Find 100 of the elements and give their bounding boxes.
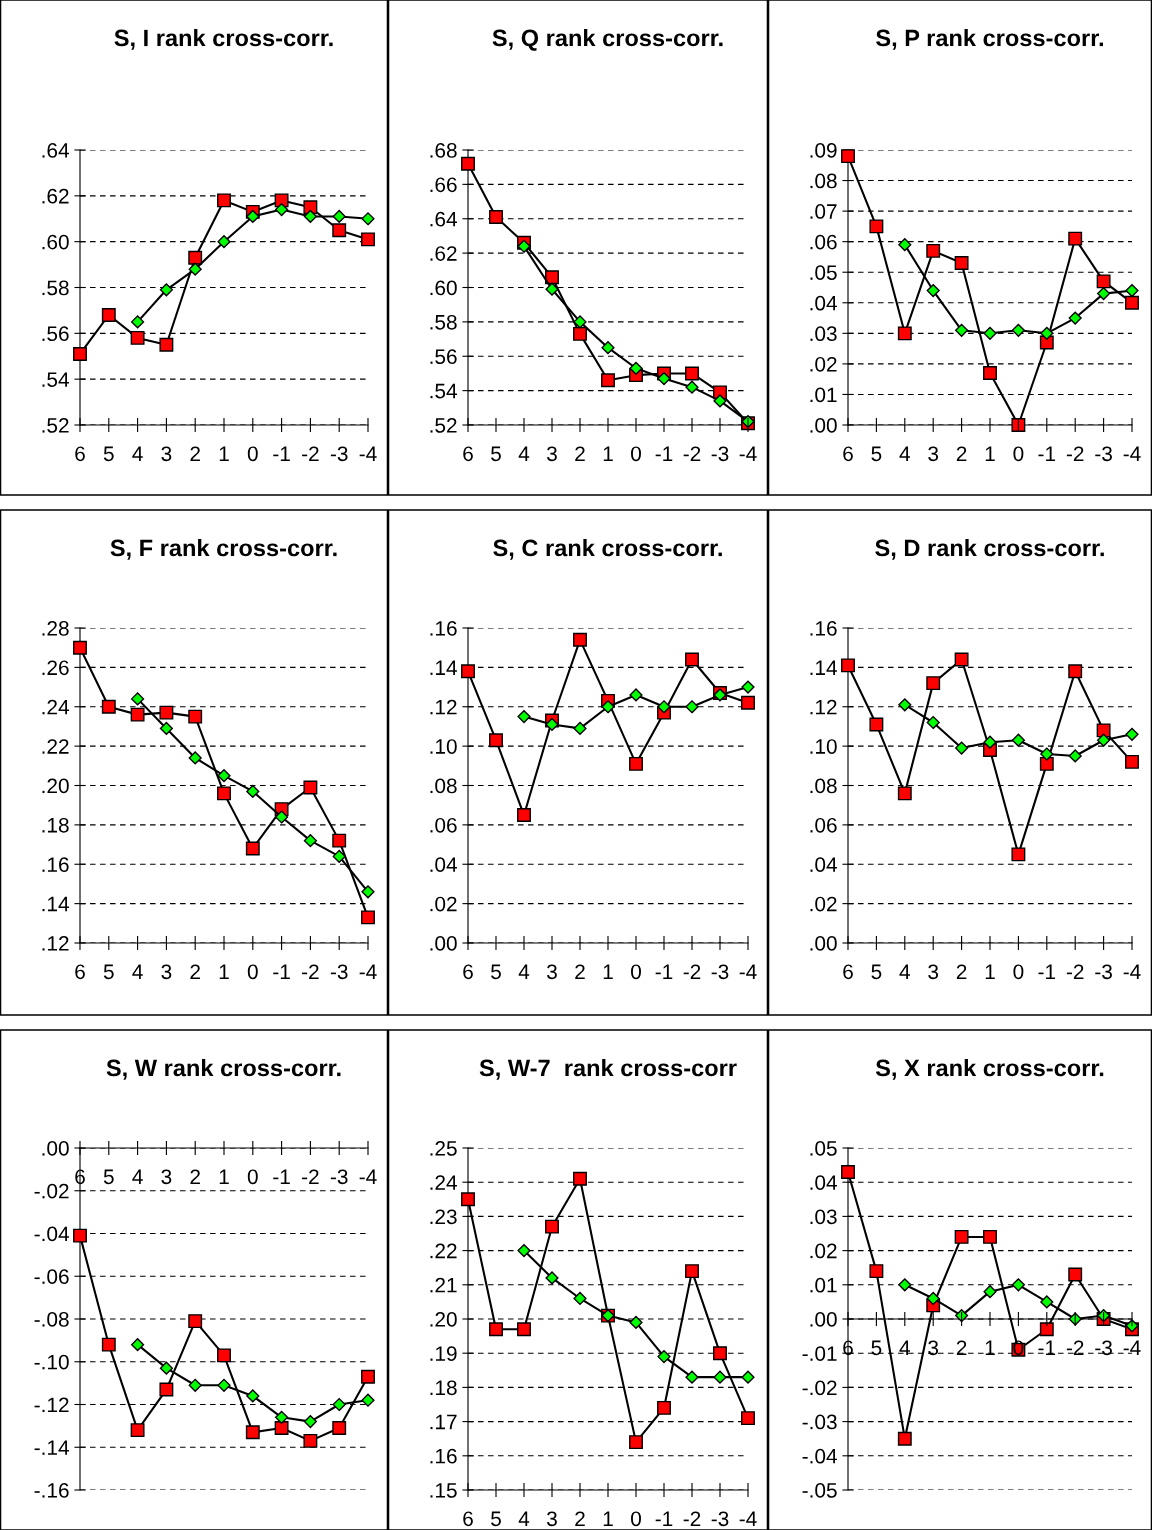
y-tick-label: .06 <box>810 234 837 250</box>
y-tick-label: -.03 <box>802 1414 837 1430</box>
x-tick-label: 1 <box>219 1169 229 1184</box>
x-tick-label: -1 <box>655 964 673 979</box>
x-tick-label: 0 <box>631 446 641 462</box>
x-tick-label: -3 <box>330 1169 348 1185</box>
y-tick-label: -.04 <box>802 1448 837 1464</box>
y-tick-label: .00 <box>430 936 457 951</box>
chart-title: S, W-7 rank cross-corr <box>479 1058 737 1080</box>
y-tick-label: .28 <box>42 621 69 636</box>
x-tick-label: 5 <box>103 446 114 462</box>
x-tick-label: -3 <box>330 446 348 462</box>
y-tick-label: -.04 <box>34 1226 69 1242</box>
x-tick-label: 4 <box>899 964 910 979</box>
y-tick-label: -.06 <box>34 1269 69 1284</box>
x-tick-label: 2 <box>956 446 967 461</box>
x-tick-label: -4 <box>739 1511 757 1526</box>
x-tick-label: -4 <box>739 446 757 461</box>
x-tick-label: 4 <box>899 446 910 461</box>
x-tick-label: -3 <box>1095 1340 1112 1356</box>
x-tick-label: -2 <box>1066 1340 1084 1355</box>
x-tick-label: 5 <box>491 1511 501 1527</box>
y-tick-label: .24 <box>42 699 69 715</box>
y-tick-label: .00 <box>810 936 837 951</box>
x-tick-label: -1 <box>273 1169 290 1184</box>
x-tick-label: 3 <box>547 446 557 462</box>
x-tick-label: 1 <box>603 964 613 979</box>
y-tick-label: .09 <box>810 143 837 158</box>
y-tick-label: .05 <box>810 265 837 280</box>
y-tick-label: .08 <box>810 173 837 189</box>
y-tick-label: -.02 <box>802 1380 837 1396</box>
x-tick-label: 2 <box>575 446 585 461</box>
y-tick-label: .23 <box>430 1209 457 1225</box>
x-tick-label: -1 <box>273 446 290 461</box>
x-tick-label: 1 <box>219 964 229 979</box>
y-tick-label: .14 <box>42 896 69 912</box>
y-tick-label: .16 <box>42 857 69 872</box>
y-tick-label: .24 <box>430 1175 457 1190</box>
x-tick-label: 0 <box>247 1169 258 1185</box>
x-tick-label: 0 <box>631 1511 641 1527</box>
y-tick-label: -.14 <box>34 1440 69 1455</box>
y-tick-label: .14 <box>810 660 837 675</box>
x-tick-label: 2 <box>190 1169 200 1184</box>
y-tick-label: .05 <box>810 1141 837 1156</box>
y-tick-label: .20 <box>430 1312 457 1327</box>
x-tick-label: -3 <box>711 964 729 980</box>
x-tick-label: 4 <box>132 1169 143 1184</box>
chart-title: S, D rank cross-corr. <box>875 538 1104 560</box>
y-tick-label: -.05 <box>802 1483 837 1498</box>
y-tick-label: .17 <box>430 1414 457 1430</box>
x-tick-label: -2 <box>1066 964 1084 979</box>
y-tick-label: -.10 <box>34 1354 69 1370</box>
y-tick-label: .15 <box>430 1483 457 1498</box>
chart-title: S, X rank cross-corr. <box>875 1058 1104 1080</box>
x-tick-label: -4 <box>739 964 757 979</box>
y-tick-label: -.02 <box>34 1183 69 1199</box>
y-tick-label: -.16 <box>34 1483 69 1498</box>
x-tick-label: 2 <box>956 964 967 979</box>
x-tick-label: -3 <box>711 446 729 462</box>
y-tick-label: .02 <box>810 896 837 912</box>
chart-title: S, W rank cross-corr. <box>106 1058 341 1080</box>
x-tick-label: 2 <box>190 964 200 979</box>
x-tick-label: 2 <box>575 1511 585 1526</box>
y-tick-label: .08 <box>810 778 837 794</box>
x-tick-label: 4 <box>132 964 143 979</box>
x-tick-label: 2 <box>956 1340 967 1355</box>
y-tick-label: .12 <box>430 699 457 715</box>
y-tick-label: .56 <box>42 326 69 342</box>
x-tick-label: -2 <box>302 446 319 461</box>
y-tick-label: .22 <box>42 739 69 754</box>
x-tick-label: 0 <box>631 964 641 980</box>
y-tick-label: .14 <box>430 660 457 675</box>
x-tick-label: 4 <box>899 1340 910 1355</box>
y-tick-label: .04 <box>810 295 837 311</box>
x-tick-label: 2 <box>575 964 585 979</box>
y-tick-label: .54 <box>430 383 457 399</box>
y-tick-label: .07 <box>810 204 837 219</box>
y-tick-label: .62 <box>430 246 457 261</box>
x-tick-label: -2 <box>302 964 319 979</box>
x-tick-label: -1 <box>655 446 673 461</box>
x-tick-label: -1 <box>1038 964 1056 979</box>
y-tick-label: .56 <box>430 349 457 364</box>
x-tick-label: 6 <box>843 964 853 980</box>
x-tick-label: 5 <box>491 964 501 980</box>
x-tick-label: 1 <box>985 1340 995 1355</box>
chart-title: S, F rank cross-corr. <box>110 538 337 560</box>
x-tick-label: -4 <box>1123 446 1141 461</box>
x-tick-label: 6 <box>843 446 853 462</box>
y-tick-label: .02 <box>810 1243 837 1259</box>
y-tick-label: -.08 <box>34 1312 69 1327</box>
y-tick-label: .12 <box>42 936 69 951</box>
y-tick-label: .12 <box>810 699 837 715</box>
x-tick-label: 6 <box>75 964 85 980</box>
y-tick-label: -.01 <box>802 1346 837 1361</box>
x-tick-label: 3 <box>161 446 172 462</box>
y-tick-label: .16 <box>810 621 837 636</box>
x-tick-label: 5 <box>103 1169 114 1185</box>
y-tick-label: .66 <box>430 177 457 193</box>
x-tick-label: -3 <box>330 964 348 980</box>
y-tick-label: .00 <box>810 418 837 433</box>
